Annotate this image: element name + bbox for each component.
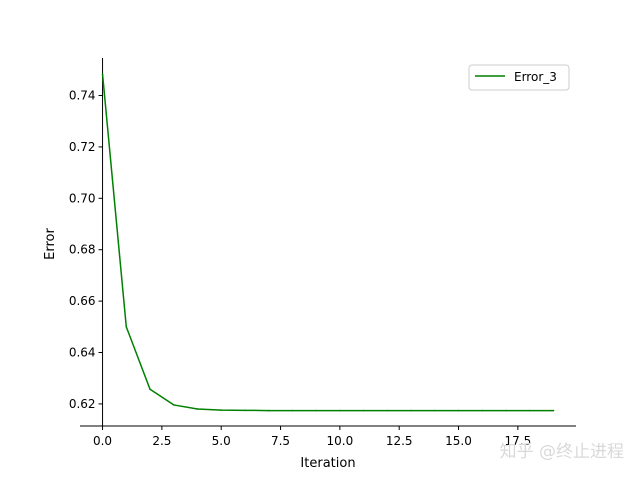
x-axis-label: Iteration [300, 456, 355, 471]
y-tick-label: 0.64 [69, 346, 96, 360]
data-point [315, 409, 317, 412]
x-tick-label: 12.5 [386, 434, 413, 448]
x-tick-label: 15.0 [445, 434, 472, 448]
data-point [528, 409, 531, 412]
x-tick-label: 2.5 [152, 434, 171, 448]
data-point [172, 404, 175, 406]
data-point [481, 409, 484, 412]
legend: Error_3 [468, 64, 570, 91]
data-point [457, 409, 460, 412]
data-point [125, 326, 128, 328]
tick-marks: 0.0 2.5 5.0 7.5 10.0 12.5 15.0 17.5 0.62 0.64 0.66… [69, 89, 531, 448]
x-tick-label: 5.0 [212, 434, 231, 448]
watermark: 知乎 @终止进程 [499, 442, 624, 462]
y-tick-label: 0.68 [69, 243, 96, 257]
y-tick-label: 0.72 [69, 140, 96, 154]
y-tick-label: 0.70 [69, 191, 96, 205]
y-tick-label: 0.62 [69, 397, 96, 411]
data-point [386, 409, 389, 412]
x-tick-label: 17.5 [504, 434, 531, 448]
data-point [339, 409, 341, 412]
data-point [149, 388, 151, 391]
legend-box [468, 64, 570, 91]
x-tick-label: 0.0 [93, 434, 112, 448]
data-point [362, 409, 365, 412]
x-tick-label: 10.0 [327, 434, 354, 448]
axes [80, 58, 576, 427]
y-tick-label: 0.66 [69, 294, 96, 308]
series-layer [101, 73, 555, 412]
y-axis-label: Error [43, 228, 58, 260]
data-point [291, 409, 294, 412]
data-point [410, 409, 412, 412]
series-line [101, 74, 554, 412]
data-point [267, 409, 270, 412]
legend-label: Error_3 [514, 70, 557, 84]
data-point [505, 409, 507, 412]
data-point [101, 73, 104, 75]
x-tick-label: 7.5 [271, 434, 290, 448]
y-tick-label: 0.74 [69, 89, 96, 103]
data-point [433, 409, 436, 412]
data-point [196, 408, 199, 410]
data-point [244, 409, 246, 412]
data-point [552, 409, 555, 412]
data-point [220, 409, 223, 411]
